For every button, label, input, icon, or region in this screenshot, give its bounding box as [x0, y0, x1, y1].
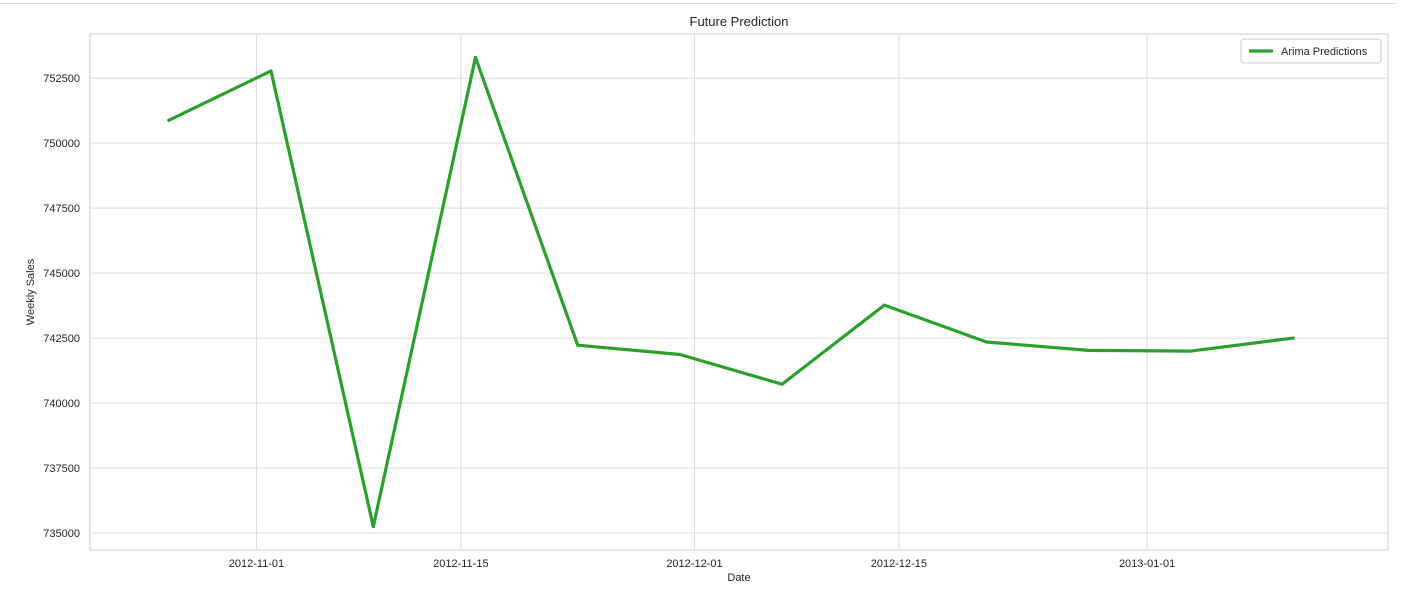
- y-tick-label: 735000: [43, 528, 80, 540]
- data-point: [984, 340, 988, 344]
- data-point: [780, 382, 784, 386]
- data-point: [678, 353, 682, 357]
- data-point: [371, 525, 375, 529]
- y-axis-ticks: 735000 737500 740000 742500 745000 747500 7500…: [43, 73, 80, 540]
- data-point: [167, 118, 171, 122]
- y-axis-label: Weekly Sales: [25, 258, 37, 325]
- data-point: [1291, 336, 1295, 340]
- data-point: [473, 55, 477, 59]
- series-line: [167, 55, 1295, 529]
- y-tick-label: 737500: [43, 463, 80, 475]
- x-tick-label: 2013-01-01: [1119, 558, 1175, 570]
- data-point: [1189, 349, 1193, 353]
- y-tick-label: 740000: [43, 398, 80, 410]
- series-lines: [167, 55, 1295, 529]
- data-point: [576, 343, 580, 347]
- y-tick-label: 750000: [43, 138, 80, 150]
- x-axis-label: Date: [727, 572, 750, 584]
- data-point: [269, 69, 273, 73]
- plot-area: [89, 33, 1389, 551]
- y-tick-label: 752500: [43, 73, 80, 85]
- data-point: [882, 303, 886, 307]
- x-tick-label: 2012-12-01: [666, 558, 722, 570]
- top-border: [0, 0, 1395, 4]
- legend-box: [1240, 38, 1382, 64]
- x-tick-label: 2012-12-15: [871, 558, 927, 570]
- grid-lines: [90, 34, 1388, 550]
- y-tick-label: 745000: [43, 268, 80, 280]
- y-tick-label: 747500: [43, 203, 80, 215]
- legend: Arima Predictions: [1240, 38, 1382, 64]
- x-tick-label: 2012-11-15: [433, 558, 488, 570]
- data-point: [1087, 348, 1091, 352]
- x-tick-label: 2012-11-01: [229, 558, 284, 570]
- x-axis-ticks: 2012-11-01 2012-11-15 2012-12-01 2012-12-15…: [229, 558, 1176, 570]
- legend-label: Arima Predictions: [1281, 46, 1368, 58]
- y-tick-label: 742500: [43, 333, 80, 345]
- chart-title: Future Prediction: [690, 14, 789, 29]
